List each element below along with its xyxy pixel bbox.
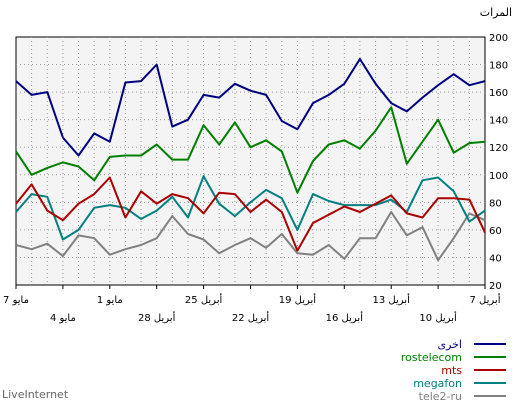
y-tick-label: 60: [489, 226, 502, 237]
y-tick-label: 140: [489, 116, 508, 127]
y-tick-label: 100: [489, 171, 508, 182]
x-tick-label: 10 أبريل: [419, 311, 457, 324]
legend-label: اخرى: [437, 338, 462, 351]
y-tick-label: 160: [489, 88, 508, 99]
x-tick-label: 7 مايو: [3, 295, 29, 306]
legend-label: megafon: [413, 377, 462, 390]
series-line-اخرى: [15, 58, 486, 157]
x-tick-label: 13 أبريل: [373, 293, 411, 306]
y-tick-label: 20: [489, 281, 502, 292]
x-tick-label: 4 مايو: [50, 313, 76, 324]
y-tick-label: 180: [489, 61, 508, 72]
y-tick-label: 40: [489, 253, 502, 264]
x-tick-label: 7 أبريل: [470, 293, 501, 306]
x-tick-label: 22 أبريل: [232, 311, 270, 324]
legend-label: rostelecom: [401, 351, 462, 364]
series-line-mts: [15, 176, 486, 252]
x-tick-label: 25 أبريل: [185, 293, 223, 306]
y-tick-labels: 20 40 60 80 100 120 140 160 180 200: [489, 33, 508, 292]
series-line-tele2-ru: [15, 211, 486, 262]
y-tick-label: 200: [489, 33, 508, 44]
plot-area: [15, 36, 486, 286]
y-tick-label: 80: [489, 198, 502, 209]
legend-label: tele2-ru: [419, 390, 462, 403]
series-line-rostelecom: [15, 106, 486, 194]
x-tick-label: 19 أبريل: [279, 293, 317, 306]
credit-text: LiveInternet: [2, 388, 69, 401]
legend-label: mts: [441, 364, 462, 377]
y-axis-label: المرات: [480, 6, 512, 19]
y-tick-label: 120: [489, 143, 508, 154]
x-tick-label: 1 مايو: [97, 295, 123, 306]
x-tick-labels: 7 مايو 1 مايو 25 أبريل 19 أبريل 13 أبريل 7 أب…: [3, 285, 501, 324]
series-lines: [15, 58, 486, 262]
x-tick-label: 28 أبريل: [138, 311, 176, 324]
x-tick-label: 16 أبريل: [326, 311, 364, 324]
